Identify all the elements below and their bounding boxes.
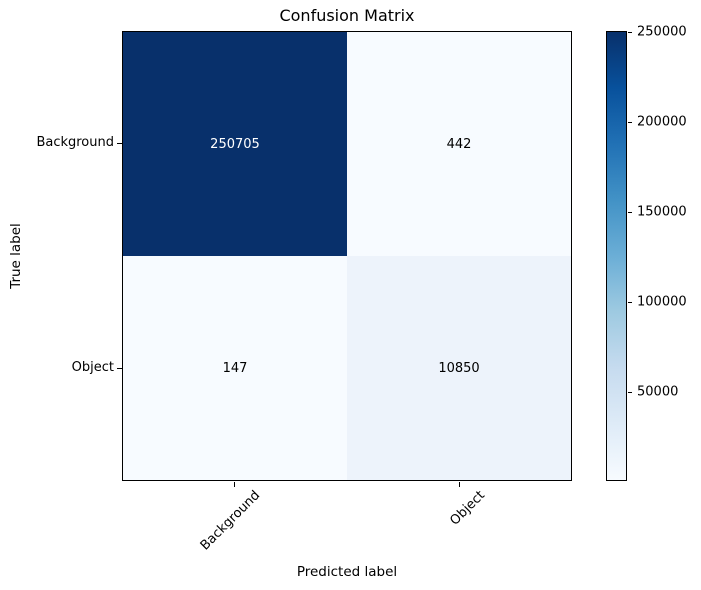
x-axis-label: Predicted label bbox=[296, 564, 398, 580]
colorbar-tick-label: 150000 bbox=[637, 204, 687, 220]
cell-value: 10850 bbox=[438, 360, 480, 376]
colorbar-tick-mark bbox=[628, 32, 632, 34]
cell-value: 250705 bbox=[210, 136, 260, 152]
x-tick-label-object: Object bbox=[447, 488, 488, 529]
colorbar-tick-mark bbox=[628, 211, 632, 213]
cell-value: 147 bbox=[222, 360, 248, 376]
colorbar bbox=[606, 31, 627, 481]
x-tick-mark bbox=[459, 482, 460, 487]
y-tick-label-background: Background bbox=[36, 135, 114, 150]
colorbar-tick-label: 100000 bbox=[637, 294, 687, 310]
matrix-cell-true-background-pred-object: 442 bbox=[347, 32, 571, 256]
cell-value: 442 bbox=[446, 136, 472, 152]
y-tick-label-object: Object bbox=[71, 360, 114, 375]
colorbar-tick-label: 200000 bbox=[637, 114, 687, 130]
colorbar-tick-mark bbox=[628, 301, 632, 303]
heatmap-plot-area: 250705 442 147 10850 bbox=[122, 31, 572, 481]
colorbar-tick-mark bbox=[628, 122, 632, 124]
x-tick-label-background: Background bbox=[198, 488, 264, 554]
y-tick-mark bbox=[117, 368, 122, 369]
matrix-cell-true-object-pred-background: 147 bbox=[123, 256, 347, 480]
colorbar-tick-label: 50000 bbox=[637, 384, 679, 399]
chart-title: Confusion Matrix bbox=[279, 6, 415, 25]
matrix-cell-true-background-pred-background: 250705 bbox=[123, 32, 347, 256]
y-tick-mark bbox=[117, 143, 122, 144]
colorbar-tick-mark bbox=[628, 391, 632, 393]
x-tick-mark bbox=[234, 482, 235, 487]
y-axis-label: True label bbox=[8, 223, 24, 289]
matrix-cell-true-object-pred-object: 10850 bbox=[347, 256, 571, 480]
colorbar-tick-label: 250000 bbox=[637, 24, 687, 40]
